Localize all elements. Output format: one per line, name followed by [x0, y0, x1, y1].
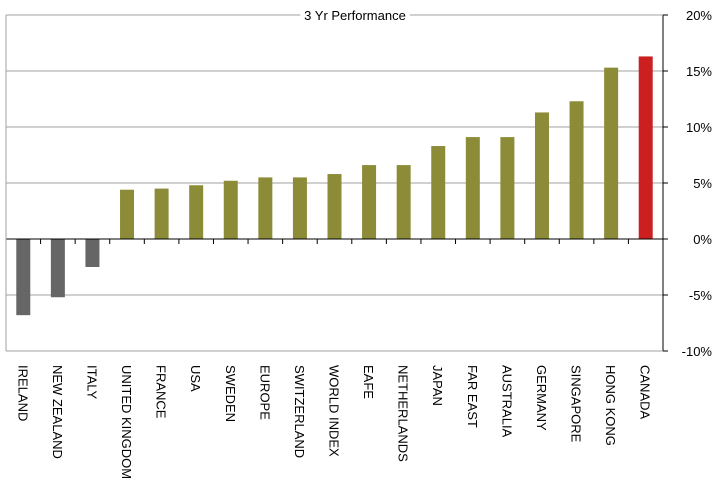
category-label: WORLD INDEX [327, 365, 342, 457]
category-label: FRANCE [154, 365, 169, 419]
bar-hong-kong [604, 67, 619, 239]
y-tick-label: -10% [682, 344, 713, 359]
category-label: EAFE [361, 365, 376, 399]
bar-usa [189, 185, 204, 239]
y-tick-labels: -10% -5% 0% 5% 10% 15% 20% [682, 8, 713, 359]
category-label: IRELAND [15, 365, 30, 421]
bars [16, 56, 653, 316]
category-label: CANADA [638, 365, 653, 420]
bar-france [154, 188, 169, 239]
category-label: SINGAPORE [569, 365, 584, 443]
chart-title-background [300, 7, 410, 24]
bar-eafe [362, 165, 377, 239]
category-label: USA [188, 365, 203, 392]
bar-united-kingdom [120, 189, 135, 239]
y-tick-label: 0% [693, 232, 712, 247]
category-label: NETHERLANDS [396, 365, 411, 462]
y-tick-label: 10% [686, 120, 712, 135]
bar-new-zealand [50, 239, 65, 298]
bar-world-index [327, 174, 342, 239]
bar-sweden [223, 180, 238, 239]
bar-germany [534, 112, 549, 239]
bar-singapore [569, 101, 584, 240]
bar-netherlands [396, 165, 411, 239]
category-label: FAR EAST [465, 365, 480, 428]
category-label: UNITED KINGDOM [119, 365, 134, 479]
y-tick-label: 20% [686, 8, 712, 23]
category-label: NEW ZEALAND [50, 365, 65, 459]
category-label: GERMANY [534, 365, 549, 431]
category-label: HONG KONG [603, 365, 618, 446]
y-tick-label: 5% [693, 176, 712, 191]
category-label: EUROPE [257, 365, 272, 420]
bar-switzerland [292, 177, 307, 239]
bar-japan [431, 146, 446, 239]
bar-italy [85, 239, 100, 267]
y-tick-label: -5% [689, 288, 713, 303]
category-label: SWEDEN [223, 365, 238, 422]
bar-canada [638, 56, 653, 239]
bar-far-east [465, 137, 480, 239]
bar-australia [500, 137, 515, 239]
category-label: ITALY [84, 365, 99, 400]
chart-title: 3 Yr Performance [304, 8, 406, 23]
category-label: AUSTRALIA [499, 365, 514, 438]
category-labels: IRELAND NEW ZEALAND ITALY UNITED KINGDOM FRA… [15, 365, 652, 479]
category-label: JAPAN [430, 365, 445, 406]
y-tick-label: 15% [686, 64, 712, 79]
bar-ireland [16, 239, 31, 316]
category-label: SWITZERLAND [292, 365, 307, 458]
bar-europe [258, 177, 273, 239]
chart-title-group: 3 Yr Performance [300, 7, 410, 24]
